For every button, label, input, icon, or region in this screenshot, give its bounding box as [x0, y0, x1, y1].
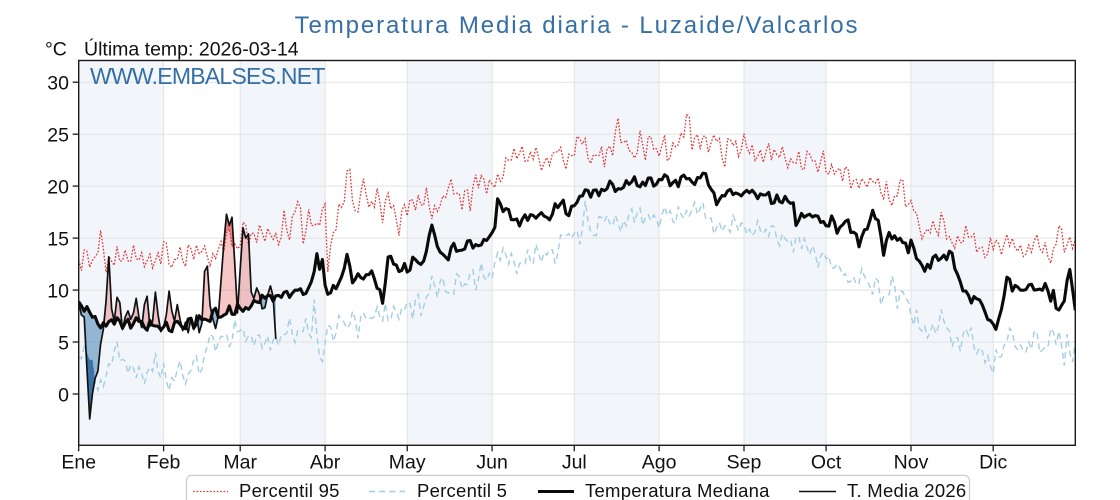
svg-text:Abr: Abr [310, 452, 341, 474]
svg-text:Sep: Sep [727, 452, 762, 474]
svg-text:Oct: Oct [811, 452, 842, 474]
svg-text:Jul: Jul [562, 452, 587, 474]
svg-text:Nov: Nov [894, 452, 929, 474]
svg-text:Temperatura Media diaria - Luz: Temperatura Media diaria - Luzaide/Valca… [295, 12, 860, 39]
svg-text:May: May [389, 452, 426, 474]
svg-text:WWW.EMBALSES.NET: WWW.EMBALSES.NET [90, 63, 325, 89]
svg-text:Feb: Feb [147, 452, 181, 474]
svg-text:10: 10 [47, 281, 69, 303]
svg-text:0: 0 [58, 385, 69, 407]
svg-text:Última temp: 2026-03-14: Última temp: 2026-03-14 [84, 38, 299, 61]
svg-text:Jun: Jun [476, 452, 507, 474]
svg-text:Ene: Ene [61, 452, 96, 474]
svg-text:25: 25 [47, 125, 69, 147]
svg-text:Temperatura Mediana: Temperatura Mediana [585, 480, 770, 500]
svg-text:15: 15 [47, 229, 69, 251]
svg-text:Dic: Dic [979, 452, 1007, 474]
svg-text:°C: °C [45, 39, 67, 61]
svg-text:T. Media 2026: T. Media 2026 [847, 480, 966, 500]
svg-text:Percentil 5: Percentil 5 [417, 480, 507, 500]
svg-text:Ago: Ago [642, 452, 677, 474]
svg-text:5: 5 [58, 333, 69, 355]
svg-text:20: 20 [47, 177, 69, 199]
svg-text:30: 30 [47, 73, 69, 95]
svg-text:Percentil 95: Percentil 95 [239, 480, 340, 500]
svg-text:Mar: Mar [223, 452, 257, 474]
